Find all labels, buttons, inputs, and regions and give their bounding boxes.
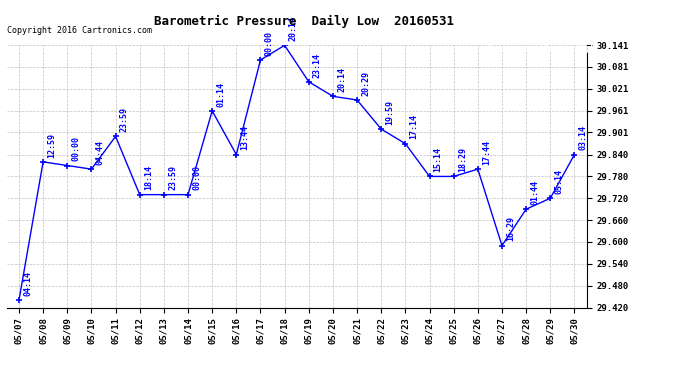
Text: 13:44: 13:44 (241, 125, 250, 150)
Text: 04:14: 04:14 (23, 271, 32, 296)
Text: Copyright 2016 Cartronics.com: Copyright 2016 Cartronics.com (7, 26, 152, 35)
Text: 03:14: 03:14 (579, 125, 588, 150)
Text: Pressure  (Inches/Hg): Pressure (Inches/Hg) (489, 44, 594, 53)
Text: 05:14: 05:14 (555, 169, 564, 194)
Text: 00:00: 00:00 (72, 136, 81, 161)
Text: 23:14: 23:14 (313, 53, 322, 78)
Text: 20:14: 20:14 (289, 16, 298, 41)
Text: 23:59: 23:59 (168, 165, 177, 190)
Text: 01:14: 01:14 (217, 82, 226, 107)
Text: 19:59: 19:59 (386, 100, 395, 125)
Text: 17:44: 17:44 (482, 140, 491, 165)
Text: 17:14: 17:14 (410, 114, 419, 140)
Text: Barometric Pressure  Daily Low  20160531: Barometric Pressure Daily Low 20160531 (154, 15, 453, 28)
Text: 00:00: 00:00 (193, 165, 201, 190)
Text: 12:59: 12:59 (48, 133, 57, 158)
Text: 01:44: 01:44 (531, 180, 540, 205)
Text: 04:44: 04:44 (96, 140, 105, 165)
Text: 20:29: 20:29 (362, 71, 371, 96)
Text: 18:29: 18:29 (458, 147, 467, 172)
Text: 00:00: 00:00 (265, 31, 274, 56)
Text: 23:59: 23:59 (120, 107, 129, 132)
Text: 16:29: 16:29 (506, 216, 515, 242)
Text: 18:14: 18:14 (144, 165, 153, 190)
Text: 15:14: 15:14 (434, 147, 443, 172)
Text: 20:14: 20:14 (337, 67, 346, 92)
